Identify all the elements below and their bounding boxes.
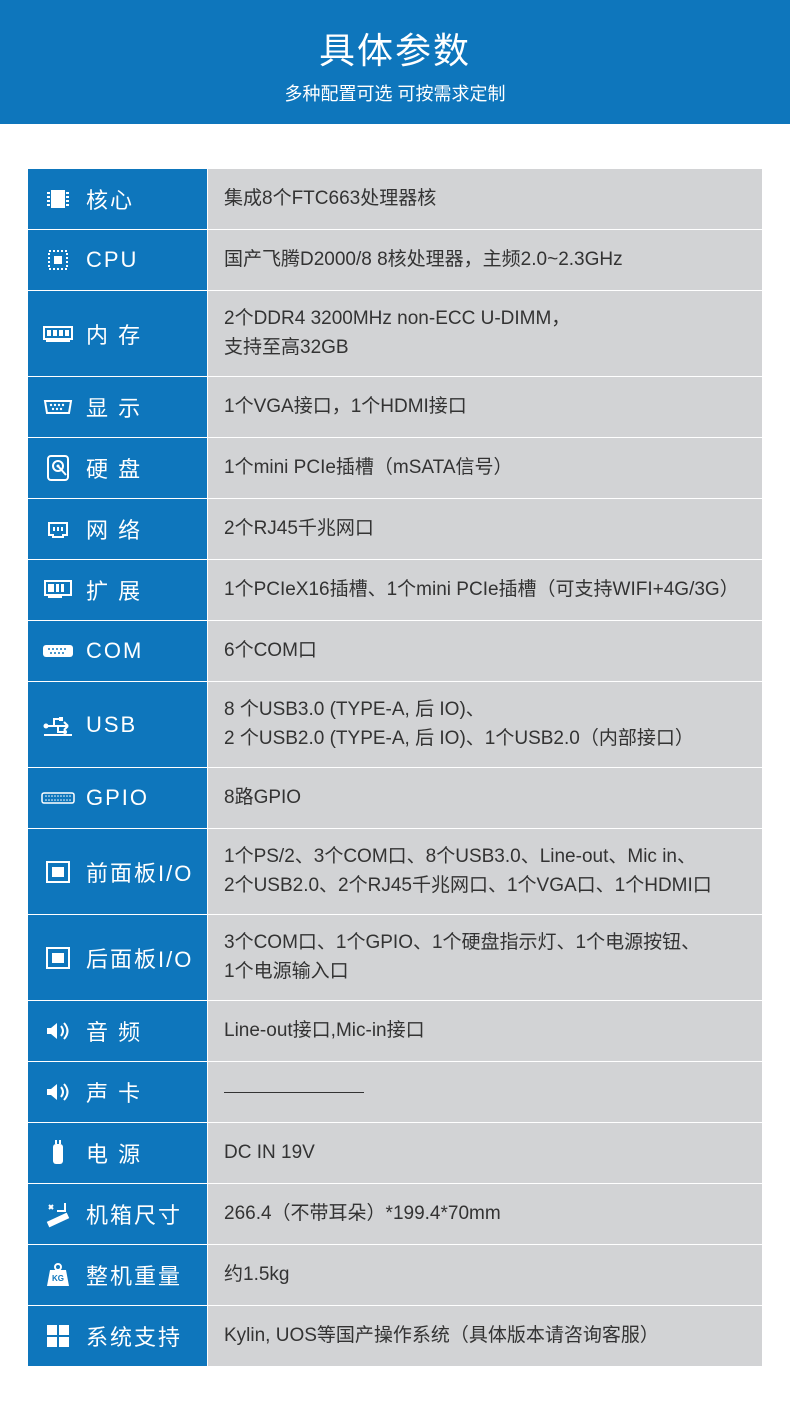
spec-row: USB 8 个USB3.0 (TYPE-A, 后 IO)、 2 个USB2.0 (… — [28, 681, 762, 767]
spec-row: 机箱尺寸 266.4（不带耳朵）*199.4*70mm — [28, 1183, 762, 1244]
spec-row: 硬 盘 1个mini PCIe插槽（mSATA信号） — [28, 437, 762, 498]
usb-icon — [40, 707, 76, 743]
spec-value: 约1.5kg — [208, 1245, 762, 1305]
spec-label: 核心 — [28, 169, 208, 229]
spec-row: KG 整机重量约1.5kg — [28, 1244, 762, 1305]
panel-icon — [40, 940, 76, 976]
spec-label: 声 卡 — [28, 1062, 208, 1122]
spec-row: 内 存 2个DDR4 3200MHz non-ECC U-DIMM， 支持至高32… — [28, 290, 762, 376]
spec-label: 硬 盘 — [28, 438, 208, 498]
size-icon — [40, 1196, 76, 1232]
spec-row: 扩 展 1个PCIeX16插槽、1个mini PCIe插槽（可支持WIFI+4G/… — [28, 559, 762, 620]
page-subtitle: 多种配置可选 可按需求定制 — [0, 80, 790, 106]
spec-row: CPU 国产飞腾D2000/8 8核处理器，主频2.0~2.3GHz — [28, 229, 762, 290]
audio-icon — [40, 1013, 76, 1049]
spec-value: 8 个USB3.0 (TYPE-A, 后 IO)、 2 个USB2.0 (TYP… — [208, 682, 762, 767]
spec-value: DC IN 19V — [208, 1123, 762, 1183]
spec-value: 1个mini PCIe插槽（mSATA信号） — [208, 438, 762, 498]
spec-row: 音 频 Line-out接口,Mic-in接口 — [28, 1000, 762, 1061]
spec-label-text: GPIO — [86, 785, 149, 811]
spec-row: 核心 集成8个FTC663处理器核 — [28, 169, 762, 229]
spec-label: 系统支持 — [28, 1306, 208, 1366]
spec-label-text: 核心 — [86, 183, 134, 215]
spec-row: COM 6个COM口 — [28, 620, 762, 681]
spec-label: 前面板I/O — [28, 829, 208, 914]
spec-row: 网 络 2个RJ45千兆网口 — [28, 498, 762, 559]
spec-label: 网 络 — [28, 499, 208, 559]
spec-label-text: 机箱尺寸 — [86, 1198, 182, 1230]
com-icon — [40, 633, 76, 669]
spec-label-text: 后面板I/O — [86, 942, 193, 974]
spec-label-text: 音 频 — [86, 1015, 142, 1047]
spec-value: 6个COM口 — [208, 621, 762, 681]
spec-label-text: CPU — [86, 247, 138, 273]
spec-value: Kylin, UOS等国产操作系统（具体版本请咨询客服） — [208, 1306, 762, 1366]
spec-label: 显 示 — [28, 377, 208, 437]
spec-row: 后面板I/O 3个COM口、1个GPIO、1个硬盘指示灯、1个电源按钮、 1个电源… — [28, 914, 762, 1000]
spec-label-text: 扩 展 — [86, 574, 142, 606]
spec-label-text: 声 卡 — [86, 1076, 142, 1108]
spec-row: GPIO 8路GPIO — [28, 767, 762, 828]
spec-value: 8路GPIO — [208, 768, 762, 828]
spec-value: 1个PCIeX16插槽、1个mini PCIe插槽（可支持WIFI+4G/3G） — [208, 560, 762, 620]
gpio-icon — [40, 780, 76, 816]
page-title: 具体参数 — [0, 22, 790, 74]
spec-label-text: USB — [86, 712, 137, 738]
spec-row: 声 卡 — [28, 1061, 762, 1122]
spec-value: 国产飞腾D2000/8 8核处理器，主频2.0~2.3GHz — [208, 230, 762, 290]
spec-value: 1个VGA接口，1个HDMI接口 — [208, 377, 762, 437]
audio-icon — [40, 1074, 76, 1110]
spec-value: 266.4（不带耳朵）*199.4*70mm — [208, 1184, 762, 1244]
network-icon — [40, 511, 76, 547]
spec-value: 2个RJ45千兆网口 — [208, 499, 762, 559]
spec-label-text: 系统支持 — [86, 1320, 182, 1352]
spec-label-text: 显 示 — [86, 391, 142, 423]
spec-label-text: COM — [86, 638, 143, 664]
spec-label-text: 前面板I/O — [86, 856, 193, 888]
spec-label: KG 整机重量 — [28, 1245, 208, 1305]
spec-label: 内 存 — [28, 291, 208, 376]
cpu-icon — [40, 242, 76, 278]
spec-label: COM — [28, 621, 208, 681]
spec-value: 集成8个FTC663处理器核 — [208, 169, 762, 229]
spec-label: 电 源 — [28, 1123, 208, 1183]
chip-icon — [40, 181, 76, 217]
dash-line — [224, 1092, 364, 1093]
spec-label-text: 整机重量 — [86, 1259, 182, 1291]
spec-label-text: 硬 盘 — [86, 452, 142, 484]
spec-value: 1个PS/2、3个COM口、8个USB3.0、Line-out、Mic in、 … — [208, 829, 762, 914]
spec-label-text: 网 络 — [86, 513, 142, 545]
spec-label: CPU — [28, 230, 208, 290]
weight-icon: KG — [40, 1257, 76, 1293]
header: 具体参数 多种配置可选 可按需求定制 — [0, 0, 790, 124]
spec-value: 2个DDR4 3200MHz non-ECC U-DIMM， 支持至高32GB — [208, 291, 762, 376]
spec-label: 机箱尺寸 — [28, 1184, 208, 1244]
spec-label: 音 频 — [28, 1001, 208, 1061]
hdd-icon — [40, 450, 76, 486]
spec-value — [208, 1062, 762, 1122]
power-icon — [40, 1135, 76, 1171]
vga-icon — [40, 389, 76, 425]
svg-text:KG: KG — [52, 1274, 64, 1283]
spec-row: 前面板I/O 1个PS/2、3个COM口、8个USB3.0、Line-out、Mi… — [28, 828, 762, 914]
spec-label: 后面板I/O — [28, 915, 208, 1000]
spec-value: 3个COM口、1个GPIO、1个硬盘指示灯、1个电源按钮、 1个电源输入口 — [208, 915, 762, 1000]
os-icon — [40, 1318, 76, 1354]
spec-row: 电 源 DC IN 19V — [28, 1122, 762, 1183]
spec-label: GPIO — [28, 768, 208, 828]
spec-value: Line-out接口,Mic-in接口 — [208, 1001, 762, 1061]
spec-row: 显 示 1个VGA接口，1个HDMI接口 — [28, 376, 762, 437]
spec-label: 扩 展 — [28, 560, 208, 620]
expansion-icon — [40, 572, 76, 608]
spec-label-text: 电 源 — [86, 1137, 142, 1169]
panel-icon — [40, 854, 76, 890]
spec-label-text: 内 存 — [86, 318, 142, 350]
spec-table: 核心 集成8个FTC663处理器核 CPU 国产飞腾D2000/8 8核处理器，主频2… — [28, 169, 762, 1366]
spec-label: USB — [28, 682, 208, 767]
ram-icon — [40, 316, 76, 352]
